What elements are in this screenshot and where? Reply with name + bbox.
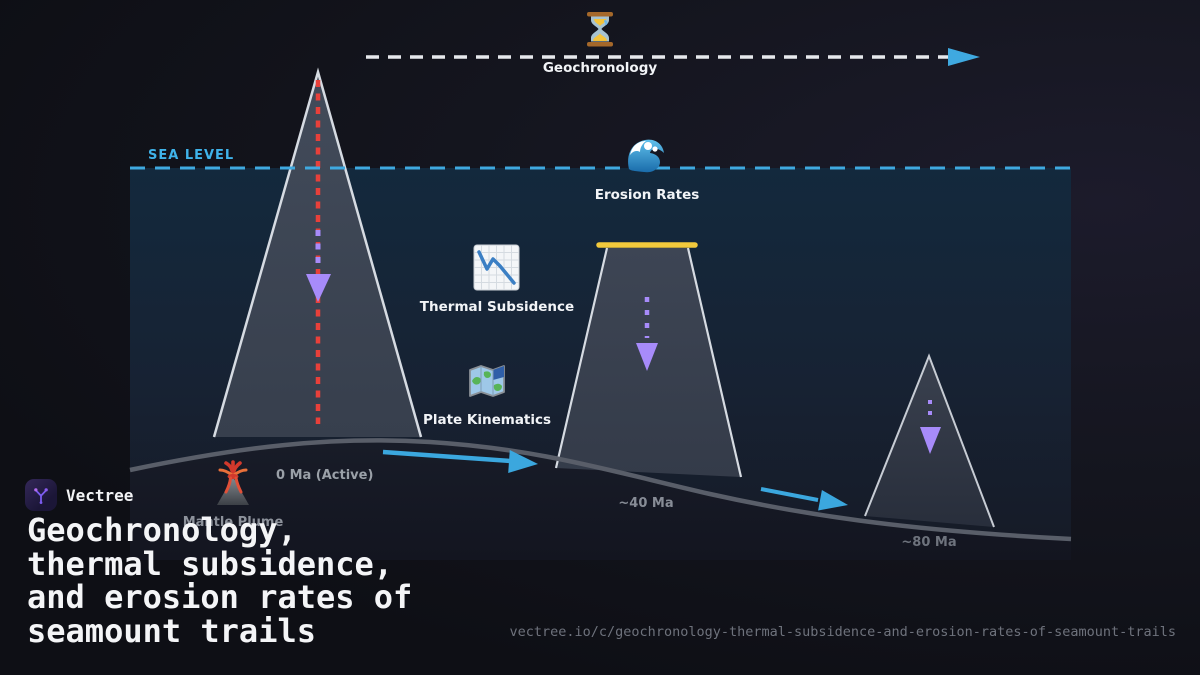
brand-name: Vectree <box>66 485 134 505</box>
seamount-1-age-label: 0 Ma (Active) <box>276 468 374 483</box>
wave-icon <box>625 133 669 177</box>
plate-motion-arrow-1-stem <box>382 449 511 464</box>
world-map-icon <box>467 361 507 401</box>
sea-level-label: SEA LEVEL <box>148 148 235 163</box>
title-line-2: thermal subsidence, <box>27 544 394 583</box>
chart-decreasing-icon <box>473 244 520 291</box>
title-line-3: and erosion rates of <box>27 578 413 616</box>
subsidence-arrow-2-head <box>636 343 658 371</box>
subsidence-arrow-3-head <box>920 427 941 454</box>
seamount-1-shape <box>214 72 421 437</box>
mantle-plume-label: Mantle Plume <box>182 515 284 530</box>
seafloor-curve <box>129 438 1072 542</box>
erosion-rates-label: Erosion Rates <box>594 187 700 203</box>
page-url: vectree.io/c/geochronology-thermal-subsi… <box>509 624 1176 640</box>
seamount-2-outline <box>554 247 743 478</box>
volcano-icon <box>212 460 254 508</box>
plate-kinematics-label: Plate Kinematics <box>422 412 552 428</box>
seamount-1-outline <box>212 67 423 438</box>
timeline-arrowhead <box>948 48 980 66</box>
plate-motion-arrow-2-stem <box>760 487 819 502</box>
plate-motion-arrow-2-head <box>818 490 848 511</box>
seamount-3-age-label: ~80 Ma <box>901 535 957 550</box>
plate-motion-arrow-1-head <box>508 450 538 473</box>
title-line-4: seamount trails <box>27 611 316 650</box>
page-title: Geochronology, thermal subsidence, and e… <box>27 511 413 650</box>
oceanic-crust <box>130 440 1071 560</box>
thermal-subsidence-label: Thermal Subsidence <box>419 299 575 315</box>
subsidence-arrow-1-head <box>306 274 331 302</box>
brand-block: Vectree <box>25 479 133 511</box>
vectree-logo <box>25 479 57 511</box>
timeline-label: Geochronology <box>542 60 658 76</box>
vectree-branch-icon <box>34 488 48 504</box>
seamount-3-outline <box>864 353 995 528</box>
hourglass-icon <box>582 11 618 48</box>
seamount-2-age-label: ~40 Ma <box>618 496 674 511</box>
title-line-1: Geochronology, <box>27 511 297 549</box>
